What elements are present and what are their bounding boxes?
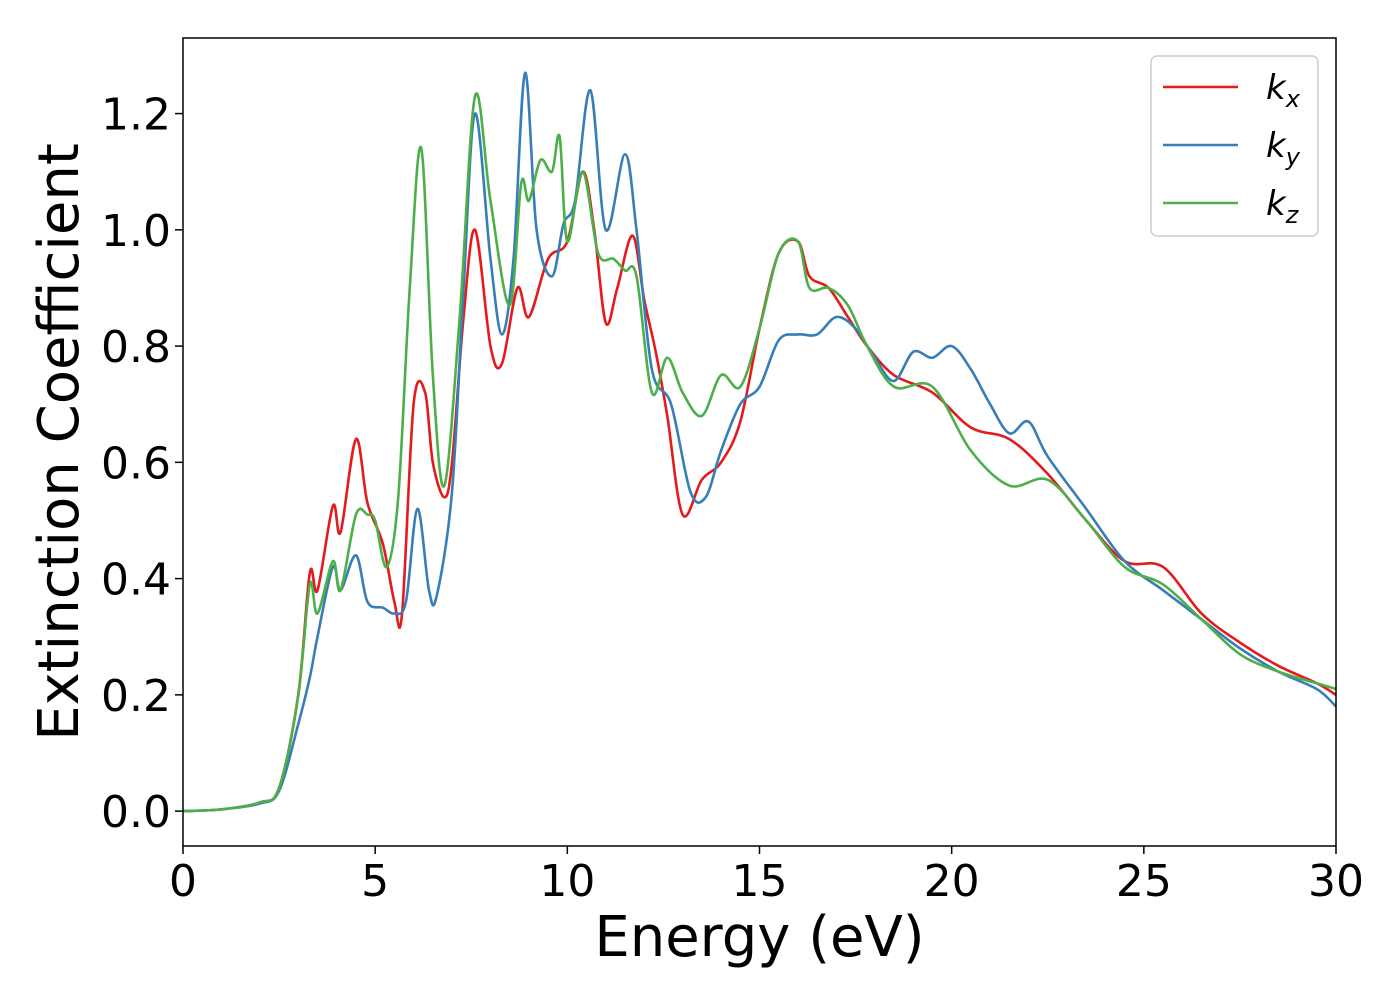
y-tick-label: 1.0	[101, 206, 171, 257]
series-layer	[182, 71, 1337, 813]
y-tick-label: 0.6	[101, 438, 171, 489]
series-line-z	[182, 92, 1337, 813]
y-tick-label: 0.8	[101, 322, 171, 373]
y-tick-label: 0.2	[101, 671, 171, 722]
series-line-y	[182, 71, 1337, 813]
y-axis-title: Extinction Coefficient	[27, 143, 92, 741]
x-tick-label: 0	[169, 856, 197, 907]
legend: kx ky kz	[1150, 55, 1319, 237]
x-axis-ticks: 0 5 10 15 20 25 30	[169, 846, 1364, 907]
legend-label-x: kx	[1266, 68, 1301, 113]
x-axis-title: Energy (eV)	[594, 905, 924, 970]
x-tick-label: 25	[1116, 856, 1172, 907]
x-tick-label: 5	[361, 856, 389, 907]
x-tick-label: 20	[924, 856, 980, 907]
y-tick-label: 1.2	[101, 90, 171, 141]
y-tick-label: 0.4	[101, 555, 171, 606]
y-axis-ticks: 0.0 0.2 0.4 0.6 0.8 1.0 1.2	[101, 90, 183, 838]
series-line-x	[182, 170, 1337, 813]
y-tick-label: 0.0	[101, 787, 171, 838]
legend-label-z: kz	[1266, 184, 1300, 229]
legend-label-y: ky	[1266, 126, 1301, 171]
x-tick-label: 30	[1308, 856, 1364, 907]
x-tick-label: 15	[732, 856, 788, 907]
x-tick-label: 10	[539, 856, 595, 907]
